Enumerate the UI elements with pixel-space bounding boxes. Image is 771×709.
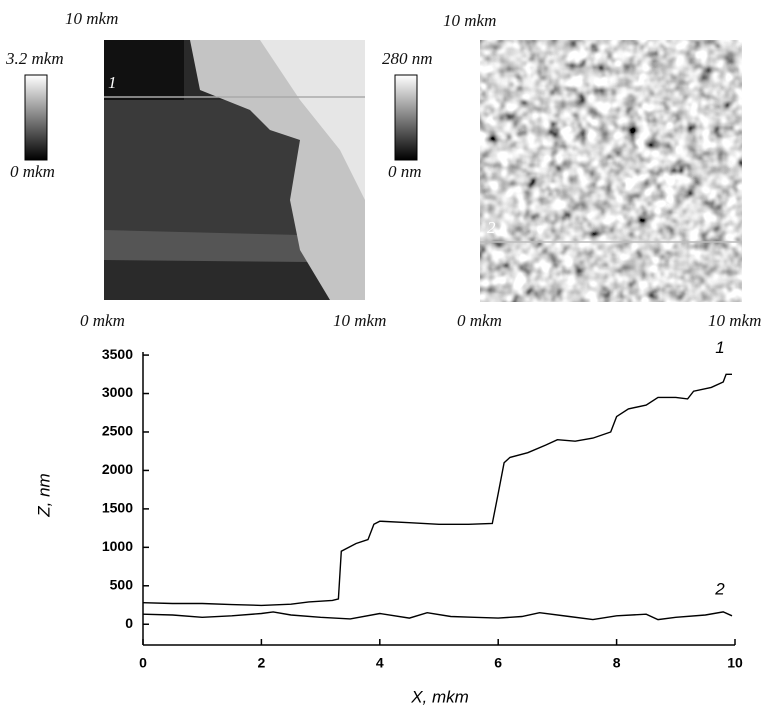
afm-image-2: 2 10 mkm 0 mkm 10 mkm 280 nm 0 nm	[382, 11, 761, 330]
series-line	[142, 373, 732, 607]
x-tick-label: 0	[139, 655, 147, 671]
y-tick-label: 1000	[102, 538, 133, 554]
x-end-label: 10 mkm	[708, 311, 761, 330]
x-axis-label: X, mkm	[410, 687, 469, 706]
dark-region	[104, 40, 184, 100]
scale-min: 0 mkm	[10, 162, 55, 181]
image-texture	[480, 40, 742, 302]
profile-label: 2	[487, 218, 496, 237]
profile-chart: X, mkm Z, nm 0 500 1000 1500 2000 2500 3000 350…	[34, 338, 743, 707]
x-tick-label: 6	[494, 655, 502, 671]
x-tick-label: 8	[613, 655, 621, 671]
mid-region	[104, 100, 300, 250]
color-bar	[24, 74, 48, 161]
x-tick-label: 4	[376, 655, 384, 671]
color-bar	[394, 74, 418, 161]
y-tick-label: 3000	[102, 384, 133, 400]
scale-max: 280 nm	[382, 49, 433, 68]
profile-label: 1	[108, 73, 117, 92]
ridge	[104, 230, 310, 262]
series-label: 2	[714, 579, 725, 598]
y-tick-label: 2000	[102, 461, 133, 477]
x-tick-label: 2	[258, 655, 266, 671]
y-tick-label: 2500	[102, 423, 133, 439]
x-tick-label: 10	[727, 655, 743, 671]
x-start-label: 0 mkm	[80, 311, 125, 330]
y-axis-label: Z, nm	[34, 473, 53, 517]
series-label: 1	[715, 338, 724, 357]
x-start-label: 0 mkm	[457, 311, 502, 330]
x-end-label: 10 mkm	[333, 311, 386, 330]
scale-max: 3.2 mkm	[5, 49, 64, 68]
y-tick-label: 0	[125, 615, 133, 631]
brightest-region	[260, 40, 365, 200]
top-label: 10 mkm	[443, 11, 496, 30]
series-line	[142, 611, 733, 621]
y-tick-label: 1500	[102, 500, 133, 516]
afm-image-1: 1 10 mkm 0 mkm 10 mkm 3.2 mkm 0 mkm	[5, 9, 386, 330]
scale-min: 0 nm	[388, 162, 422, 181]
y-tick-label: 500	[110, 576, 134, 592]
y-tick-label: 3500	[102, 346, 133, 362]
top-label: 10 mkm	[65, 9, 118, 28]
